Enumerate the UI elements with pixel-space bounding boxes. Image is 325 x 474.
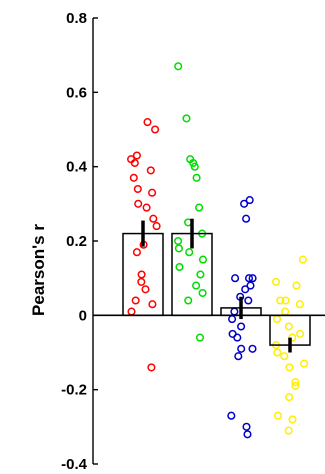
data-point: [174, 62, 183, 71]
data-point: [273, 411, 283, 420]
data-point: [143, 118, 152, 127]
data-point: [137, 277, 146, 286]
bars-layer: [122, 218, 311, 353]
y-tick-label: -0.2: [61, 382, 87, 399]
data-point: [281, 296, 290, 305]
data-point: [175, 262, 184, 272]
data-point: [132, 248, 141, 257]
data-point: [237, 322, 246, 331]
data-point: [292, 281, 301, 290]
data-point: [284, 426, 293, 435]
data-point: [137, 270, 146, 279]
data-point: [280, 352, 289, 361]
data-point: [246, 281, 255, 290]
data-point: [189, 158, 198, 168]
data-point: [273, 348, 282, 357]
data-point: [285, 363, 294, 372]
data-point: [174, 236, 183, 246]
data-point: [248, 344, 257, 353]
data-point: [242, 422, 251, 431]
y-tick-label: 0: [79, 307, 87, 324]
data-point: [272, 315, 282, 324]
data-point: [195, 333, 205, 342]
data-point: [148, 300, 157, 309]
y-tick-label: 0.6: [66, 84, 87, 101]
data-point: [237, 344, 246, 353]
y-tick-label: -0.4: [61, 456, 88, 473]
data-point: [234, 352, 243, 361]
data-point: [244, 274, 254, 283]
data-point: [148, 188, 157, 197]
data-point: [233, 333, 242, 342]
data-point: [132, 151, 141, 160]
data-point: [271, 277, 281, 286]
data-point: [300, 359, 309, 368]
data-point: [149, 214, 158, 223]
data-point: [230, 307, 239, 316]
data-point: [190, 162, 199, 171]
data-point: [244, 296, 253, 305]
data-point: [147, 363, 156, 372]
data-points-layer: [127, 62, 309, 439]
data-point: [141, 285, 150, 294]
data-point: [242, 214, 251, 223]
data-point: [146, 166, 155, 175]
data-point: [295, 300, 304, 309]
data-point: [192, 173, 201, 182]
data-point: [285, 393, 294, 402]
y-tick-label: 0.4: [66, 159, 88, 176]
data-point: [198, 255, 208, 264]
data-point: [198, 288, 207, 298]
data-point: [134, 199, 143, 208]
data-point: [196, 270, 205, 279]
y-tick-label: 0.2: [66, 233, 87, 250]
data-point: [231, 274, 240, 283]
data-point: [248, 274, 257, 283]
data-point: [243, 430, 252, 439]
data-point: [291, 378, 300, 387]
data-point: [298, 255, 307, 264]
data-point: [152, 222, 161, 231]
data-point: [130, 158, 139, 168]
data-point: [142, 203, 151, 212]
data-point: [241, 285, 250, 294]
data-point: [151, 125, 160, 134]
data-point: [281, 307, 290, 316]
data-point: [240, 199, 249, 208]
data-point: [133, 184, 142, 194]
data-point: [245, 196, 254, 205]
y-axis-title: Pearson's r: [29, 224, 48, 316]
data-point: [131, 296, 140, 305]
data-point: [182, 114, 191, 123]
data-point: [127, 307, 136, 316]
data-point: [296, 329, 305, 338]
data-point: [174, 244, 183, 253]
y-axis: -0.4 -0.2 0 0.2 0.4 0.6 0.8: [61, 10, 325, 473]
data-point: [291, 381, 300, 390]
data-point: [284, 322, 293, 331]
data-point: [129, 173, 138, 182]
data-point: [184, 296, 193, 305]
data-point: [185, 248, 194, 257]
data-point: [228, 315, 237, 324]
data-point: [276, 296, 285, 305]
y-tick-label: 0.8: [66, 10, 87, 27]
data-point: [288, 415, 297, 424]
data-point: [227, 411, 236, 420]
data-point: [195, 203, 204, 212]
data-point: [192, 281, 201, 290]
data-point: [288, 333, 297, 342]
